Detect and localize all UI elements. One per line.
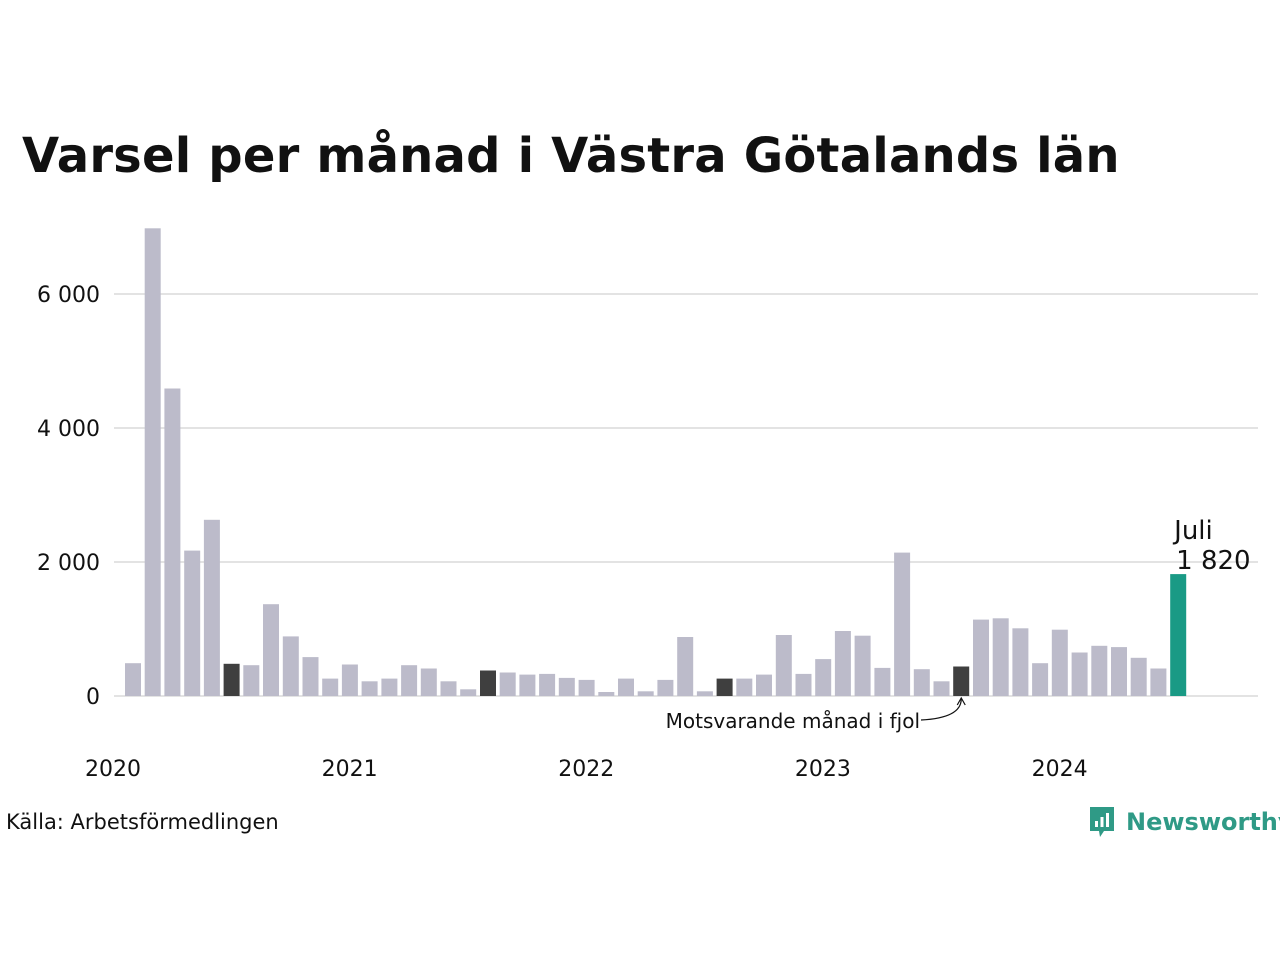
bar — [519, 674, 536, 696]
annotation-arrow — [920, 698, 962, 721]
bar — [618, 678, 634, 696]
bar — [420, 668, 437, 696]
source-note: Källa: Arbetsförmedlingen — [6, 810, 279, 834]
bar — [125, 663, 141, 696]
bar — [558, 677, 575, 696]
bar — [696, 691, 713, 696]
bar — [992, 618, 1009, 696]
bar — [361, 681, 378, 696]
bar — [1091, 645, 1108, 697]
y-tick-label: 4 000 — [37, 417, 100, 442]
bar — [499, 672, 516, 696]
y-tick-label: 2 000 — [37, 551, 100, 576]
bar — [637, 691, 654, 696]
bar — [203, 519, 220, 696]
bar — [578, 679, 595, 696]
x-tick-label: 2020 — [85, 757, 141, 782]
bar-previous-year — [480, 670, 496, 696]
bar — [440, 681, 457, 696]
bar — [322, 678, 339, 696]
bar — [598, 692, 615, 696]
x-tick-label: 2022 — [558, 757, 614, 782]
bar — [282, 636, 299, 696]
bar — [913, 669, 930, 696]
chart-title: Varsel per månad i Västra Götalands län — [22, 128, 1120, 184]
bar — [164, 388, 181, 696]
bar — [401, 665, 418, 696]
y-axis-ticks: 0 2 000 4 000 6 000 — [37, 283, 100, 710]
brand-logo: Newsworthy — [1088, 804, 1280, 840]
bar — [1111, 647, 1127, 696]
bar — [657, 679, 674, 696]
bar — [775, 635, 792, 696]
bar — [1071, 652, 1088, 696]
bar — [894, 552, 911, 696]
bar-previous-year — [716, 678, 733, 696]
y-tick-label: 6 000 — [37, 283, 100, 308]
annotation-arrowhead — [956, 696, 966, 706]
gridlines — [114, 293, 1258, 697]
bar — [341, 664, 358, 696]
x-tick-label: 2021 — [322, 757, 378, 782]
bar-previous-year — [223, 663, 240, 696]
bar — [184, 550, 201, 696]
bar — [263, 604, 279, 696]
bar — [795, 673, 812, 696]
bar — [243, 665, 260, 696]
brand-name: Newsworthy — [1126, 808, 1280, 836]
bar — [874, 667, 891, 696]
x-axis-ticks: 2020 2021 2022 2023 2024 — [85, 757, 1088, 782]
bar — [302, 657, 319, 696]
bars — [125, 228, 1187, 697]
bar-current-month — [1170, 574, 1187, 696]
bar — [460, 689, 477, 696]
x-tick-label: 2024 — [1032, 757, 1088, 782]
x-tick-label: 2023 — [795, 757, 851, 782]
bar — [1032, 663, 1049, 696]
bar — [1130, 657, 1147, 696]
bar — [854, 635, 871, 696]
bar — [756, 674, 772, 696]
bar — [677, 637, 694, 696]
bar — [144, 228, 161, 697]
highlight-month-label: Juli — [1172, 516, 1213, 546]
bar — [1150, 668, 1167, 696]
newsworthy-logo-icon — [1090, 807, 1114, 837]
bar — [1051, 629, 1068, 696]
bar — [933, 681, 950, 696]
y-tick-label: 0 — [86, 685, 100, 710]
bar — [539, 673, 556, 696]
bar-previous-year — [953, 666, 970, 696]
bar — [736, 678, 753, 696]
bar — [381, 678, 398, 696]
previous-year-annotation: Motsvarande månad i fjol — [666, 709, 920, 733]
bar — [973, 619, 989, 696]
bar — [815, 659, 832, 696]
bar — [834, 631, 851, 696]
highlight-value-label: 1 820 — [1176, 546, 1250, 576]
bar — [1012, 628, 1029, 696]
